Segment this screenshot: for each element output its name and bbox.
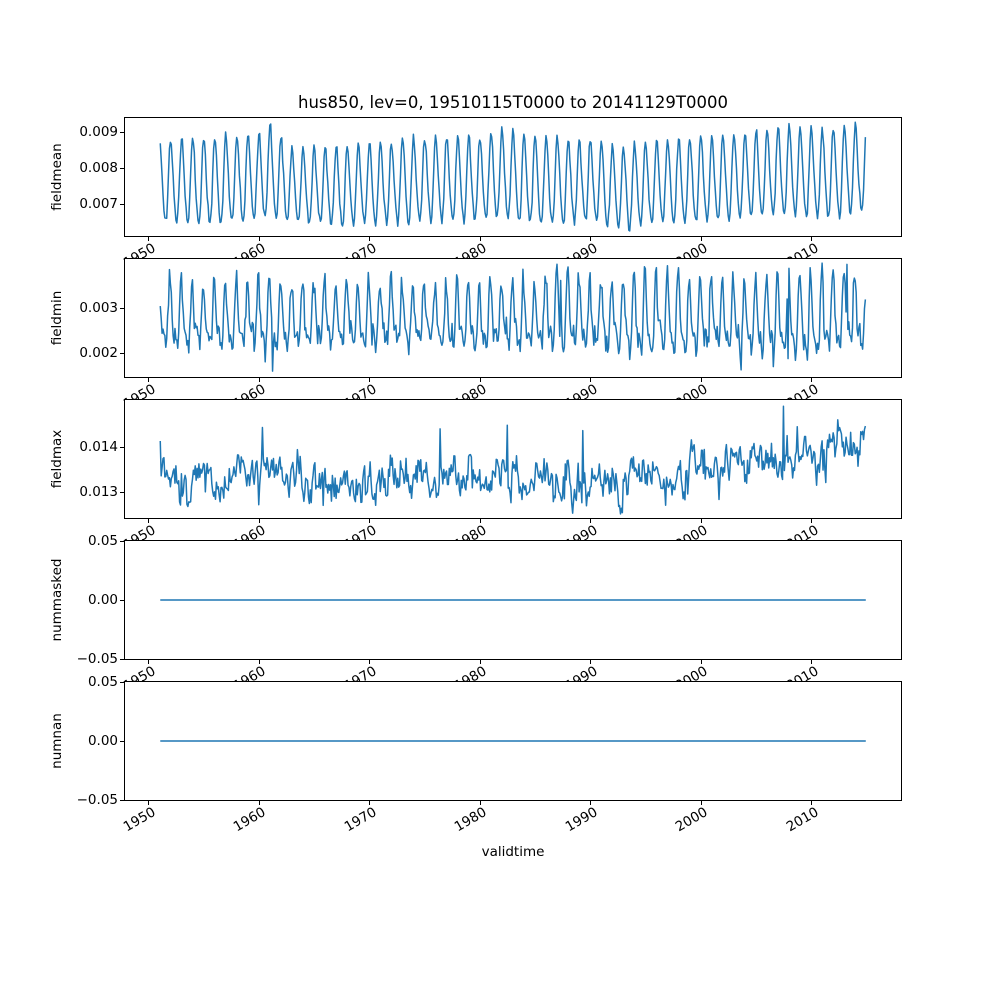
x-tick-mark bbox=[700, 519, 702, 523]
fieldmax-plot-canvas bbox=[159, 405, 867, 515]
x-tick-mark bbox=[811, 660, 813, 664]
x-tick-mark bbox=[369, 519, 371, 523]
y-tick-label: 0.05 bbox=[87, 673, 118, 690]
x-tick-mark bbox=[148, 660, 150, 664]
subplot-fieldmin bbox=[124, 258, 902, 378]
y-tick-mark bbox=[120, 492, 124, 494]
x-tick-mark bbox=[590, 378, 592, 382]
x-tick-mark bbox=[258, 237, 260, 241]
x-tick-mark bbox=[258, 378, 260, 382]
x-axis-label: validtime bbox=[481, 844, 545, 860]
fieldmean-series-line bbox=[159, 121, 867, 232]
x-tick-label: 1990 bbox=[562, 804, 601, 836]
fieldmean-plot-canvas bbox=[159, 121, 867, 232]
x-tick-mark bbox=[148, 801, 150, 805]
x-tick-mark bbox=[590, 801, 592, 805]
y-tick-label: 0.009 bbox=[79, 124, 118, 141]
subplot-numnan bbox=[124, 681, 902, 801]
x-tick-mark bbox=[590, 519, 592, 523]
y-tick-mark bbox=[120, 740, 124, 742]
x-tick-mark bbox=[700, 237, 702, 241]
x-tick-label: 1970 bbox=[341, 804, 380, 836]
y-tick-mark bbox=[120, 599, 124, 601]
x-tick-label: 2010 bbox=[783, 804, 822, 836]
x-tick-mark bbox=[258, 801, 260, 805]
chart-title: hus850, lev=0, 19510115T0000 to 20141129… bbox=[298, 93, 728, 112]
subplot-nummasked bbox=[124, 540, 902, 660]
y-tick-mark bbox=[120, 132, 124, 134]
subplot-fieldmean bbox=[124, 117, 902, 237]
x-tick-label: 1950 bbox=[120, 804, 159, 836]
y-tick-mark bbox=[120, 204, 124, 206]
x-tick-mark bbox=[148, 237, 150, 241]
y-tick-mark bbox=[120, 540, 124, 542]
y-tick-label: −0.05 bbox=[76, 791, 118, 808]
numnan-plot-canvas bbox=[160, 740, 866, 742]
y-tick-label: 0.008 bbox=[79, 160, 118, 177]
x-tick-mark bbox=[369, 660, 371, 664]
x-tick-mark bbox=[148, 519, 150, 523]
x-tick-mark bbox=[811, 519, 813, 523]
y-tick-label: −0.05 bbox=[76, 650, 118, 667]
y-tick-label: 0.003 bbox=[79, 299, 118, 316]
x-tick-mark bbox=[590, 237, 592, 241]
x-tick-mark bbox=[369, 801, 371, 805]
x-tick-label: 2000 bbox=[672, 804, 711, 836]
x-tick-mark bbox=[700, 801, 702, 805]
x-tick-mark bbox=[700, 660, 702, 664]
x-tick-label: 1960 bbox=[230, 804, 269, 836]
y-tick-label: 0.05 bbox=[87, 532, 118, 549]
x-tick-mark bbox=[479, 519, 481, 523]
y-axis-label-fieldmax: fieldmax bbox=[49, 429, 65, 489]
x-tick-mark bbox=[811, 378, 813, 382]
x-tick-mark bbox=[258, 660, 260, 664]
x-tick-mark bbox=[590, 660, 592, 664]
x-tick-mark bbox=[479, 801, 481, 805]
y-tick-mark bbox=[120, 799, 124, 801]
y-tick-label: 0.014 bbox=[79, 439, 118, 456]
y-tick-label: 0.002 bbox=[79, 344, 118, 361]
y-tick-label: 0.00 bbox=[87, 732, 118, 749]
y-tick-mark bbox=[120, 352, 124, 354]
x-tick-mark bbox=[479, 378, 481, 382]
y-tick-mark bbox=[120, 658, 124, 660]
y-tick-mark bbox=[120, 307, 124, 309]
y-tick-mark bbox=[120, 168, 124, 170]
fieldmin-series-line bbox=[159, 262, 867, 372]
x-tick-mark bbox=[811, 237, 813, 241]
x-tick-mark bbox=[369, 237, 371, 241]
fieldmin-plot-canvas bbox=[159, 262, 867, 372]
y-tick-mark bbox=[120, 447, 124, 449]
y-tick-mark bbox=[120, 681, 124, 683]
fieldmax-series-line bbox=[159, 405, 867, 515]
x-tick-mark bbox=[700, 378, 702, 382]
subplot-fieldmax bbox=[124, 399, 902, 519]
x-tick-mark bbox=[369, 378, 371, 382]
x-tick-mark bbox=[479, 237, 481, 241]
nummasked-plot-canvas bbox=[160, 599, 866, 601]
y-axis-label-fieldmin: fieldmin bbox=[49, 290, 65, 346]
y-tick-label: 0.007 bbox=[79, 196, 118, 213]
y-tick-label: 0.00 bbox=[87, 591, 118, 608]
x-tick-mark bbox=[258, 519, 260, 523]
x-tick-mark bbox=[148, 378, 150, 382]
x-tick-mark bbox=[479, 660, 481, 664]
x-tick-mark bbox=[811, 801, 813, 805]
x-tick-label: 1980 bbox=[451, 804, 490, 836]
y-tick-label: 0.013 bbox=[79, 484, 118, 501]
